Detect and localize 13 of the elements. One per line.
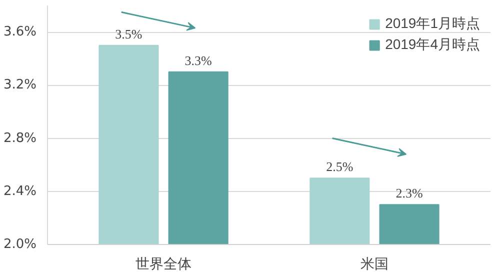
y-tick-label: 3.2% <box>3 78 37 93</box>
data-label: 3.5% <box>115 26 142 42</box>
legend-label: 2019年4月時点 <box>385 36 480 54</box>
y-tick-label: 3.6% <box>3 24 37 40</box>
y-tick-label: 2.4% <box>3 184 37 199</box>
data-label: 3.3% <box>184 52 212 68</box>
y-tick-label: 2.0% <box>3 237 37 252</box>
y-tick-label: 2.8% <box>3 130 37 146</box>
x-tick-label: 米国 <box>360 256 388 272</box>
data-label: 2.3% <box>396 186 423 201</box>
data-label: 2.5% <box>326 159 354 174</box>
legend-label: 2019年1月時点 <box>385 15 480 33</box>
x-tick-label: 世界全体 <box>136 256 192 272</box>
